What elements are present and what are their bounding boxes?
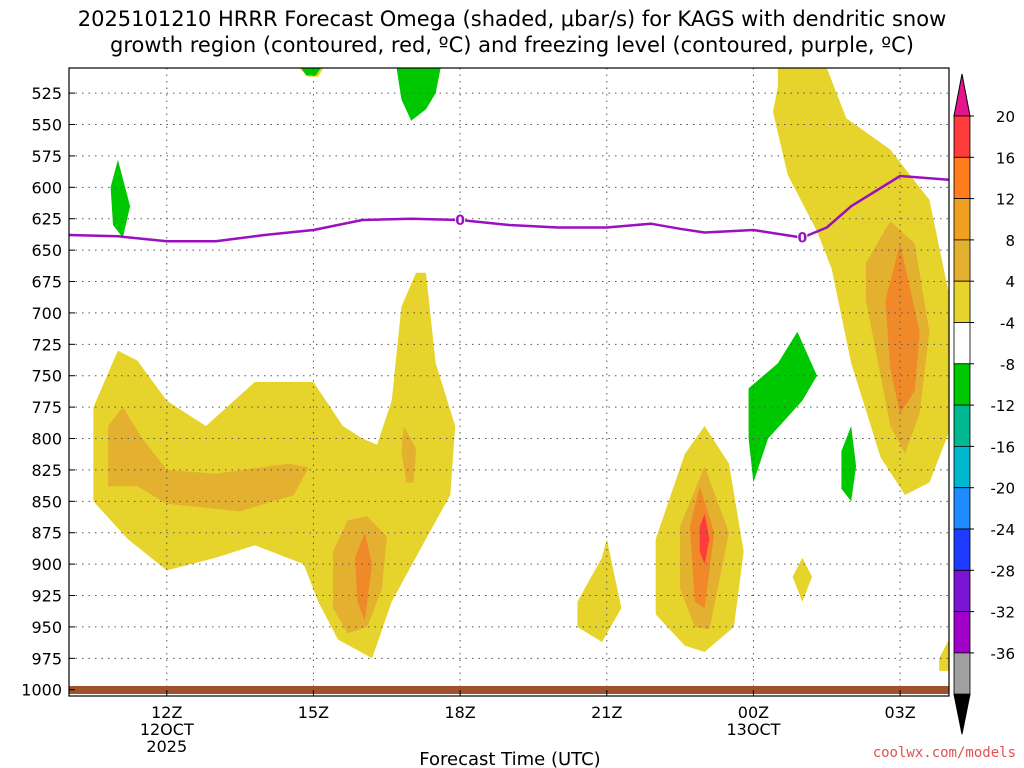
- colorbar-label: 8: [1005, 232, 1015, 250]
- y-tick-label: 650: [31, 241, 62, 260]
- colorbar-label: 12: [996, 191, 1015, 209]
- x-tick-label: 18Z: [444, 703, 475, 722]
- colorbar-swatch: [953, 363, 971, 406]
- y-tick-label: 875: [31, 524, 62, 543]
- colorbar-label: 20: [996, 108, 1015, 126]
- y-tick-label: 725: [31, 335, 62, 354]
- chart-title-line-1: 2025101210 HRRR Forecast Omega (shaded, …: [78, 7, 947, 31]
- colorbar-label: -28: [991, 562, 1016, 580]
- colorbar-label: 16: [996, 149, 1015, 167]
- gridlines: [69, 68, 949, 696]
- colorbar-swatch: [953, 652, 971, 695]
- plot-frame: [68, 67, 950, 697]
- darkorange-blob-low: [355, 532, 373, 621]
- colorbar-label: -32: [991, 604, 1016, 622]
- orange-blob-left: [108, 407, 309, 512]
- ground-surface-bar: [69, 686, 949, 694]
- omega-shading: [93, 68, 949, 671]
- orange-blob-mid: [401, 426, 417, 483]
- colorbar-label: -36: [991, 645, 1016, 663]
- y-tick-label: 800: [31, 430, 62, 449]
- y-tick-label: 550: [31, 116, 62, 135]
- colorbar-swatch: [953, 322, 971, 365]
- y-tick-label: 700: [31, 304, 62, 323]
- green-region-top: [396, 68, 441, 121]
- x-tick-label: 12Z: [151, 703, 182, 722]
- y-tick-label: 850: [31, 492, 62, 511]
- y-tick-label: 675: [31, 273, 62, 292]
- colorbar-swatch: [953, 528, 971, 571]
- colorbar-swatch: [953, 156, 971, 200]
- y-tick-label: 975: [31, 649, 62, 668]
- y-tick-label: 525: [31, 84, 62, 103]
- freezing-level-label: 0: [797, 231, 807, 247]
- red-blob-2230: [699, 513, 710, 565]
- colorbar-swatch: [953, 198, 971, 241]
- chart-title-line-2: growth region (contoured, red, ºC) and f…: [110, 33, 914, 57]
- x-tick-label: 21Z: [591, 703, 622, 722]
- credit-text: coolwx.com/models: [873, 745, 1016, 761]
- x-axis-label: Forecast Time (UTC): [419, 749, 600, 768]
- colorbar-swatch: [953, 569, 971, 612]
- colorbar-swatch: [953, 280, 971, 323]
- colorbar-label: -16: [991, 438, 1016, 456]
- y-tick-label: 925: [31, 587, 62, 606]
- colorbar-label: -24: [991, 521, 1016, 539]
- y-tick-label: 900: [31, 555, 62, 574]
- green-small-01z: [841, 426, 857, 502]
- colorbar-label: -4: [1000, 315, 1015, 333]
- x-tick-label: 12OCT: [140, 720, 194, 739]
- green-4-region: [301, 68, 321, 76]
- y-tick-label: 625: [31, 210, 62, 229]
- x-tick-label: 00Z: [738, 703, 769, 722]
- yellow-bottom-right: [939, 639, 949, 671]
- freezing-level-label: 0: [455, 213, 465, 229]
- green-region-left: [110, 159, 131, 238]
- freezing-label-bg: [797, 230, 808, 245]
- y-tick-label: 1000: [21, 681, 62, 700]
- colorbar-label: -20: [991, 480, 1016, 498]
- yellow-small-21z: [577, 539, 622, 642]
- y-axis: 525 550 575 600 625 650 675 700 725 750 775 800 825 8…: [21, 84, 75, 700]
- colorbar-swatch: [953, 611, 971, 654]
- colorbar-label: -8: [1000, 356, 1015, 374]
- y-tick-label: 575: [31, 147, 62, 166]
- colorbar-top-arrow: [953, 73, 971, 117]
- y-tick-label: 825: [31, 461, 62, 480]
- x-tick-label: 03Z: [884, 703, 915, 722]
- darkorange-large-right: [885, 243, 920, 414]
- x-tick-label: 13OCT: [726, 720, 780, 739]
- y-tick-label: 600: [31, 178, 62, 197]
- y-tick-label: 775: [31, 398, 62, 417]
- y-tick-label: 950: [31, 618, 62, 637]
- plot-area: 00: [69, 68, 949, 696]
- yellow-small-01z: [792, 557, 813, 602]
- colorbar-swatch: [953, 404, 971, 447]
- colorbar-bottom-arrow: [953, 693, 971, 735]
- freezing-level-contour: 00: [69, 174, 949, 247]
- colorbar-swatch: [953, 445, 971, 489]
- colorbar-swatch: [953, 239, 971, 282]
- colorbar-swatch: [953, 487, 971, 530]
- x-tick-label: 2025: [146, 737, 187, 756]
- freezing-level-line: [69, 174, 949, 243]
- colorbar-label: -12: [991, 397, 1016, 415]
- colorbar-swatch: [953, 115, 971, 158]
- freezing-label-bg: [455, 212, 466, 227]
- colorbar-label: 4: [1005, 273, 1015, 291]
- x-tick-label: 15Z: [298, 703, 329, 722]
- y-tick-label: 750: [31, 367, 62, 386]
- colorbar: 20 16 12 8 4 -4 -8 -12 -16 -20 -24 -28 -32 -36: [953, 73, 1016, 735]
- green-region-00z: [748, 331, 817, 483]
